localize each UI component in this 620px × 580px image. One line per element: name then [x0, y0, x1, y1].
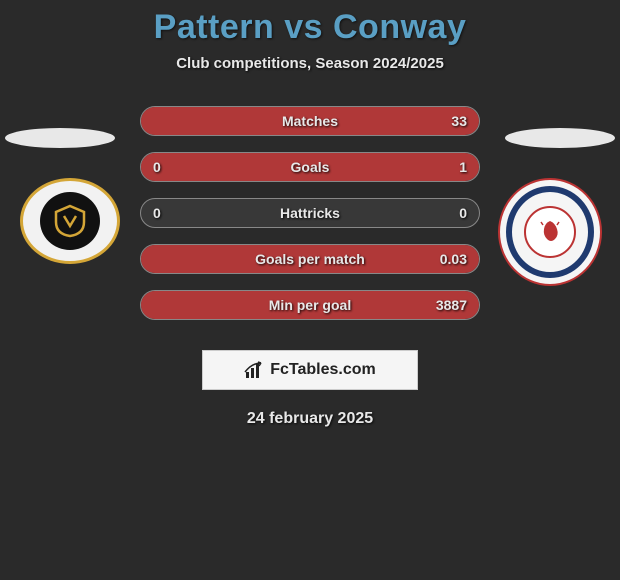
brand-attribution[interactable]: FcTables.com: [202, 350, 418, 390]
stat-row: 0Hattricks0: [140, 198, 480, 228]
date-label: 24 february 2025: [247, 410, 373, 428]
stat-value-right: 33: [451, 113, 467, 129]
club-badge-right: [498, 178, 602, 286]
stat-value-right: 0.03: [440, 251, 467, 267]
brand-label: FcTables.com: [270, 361, 376, 379]
stat-row: Min per goal3887: [140, 290, 480, 320]
stat-label: Hattricks: [141, 205, 479, 221]
player-marker-left: [5, 128, 115, 148]
stats-table: Matches330Goals10Hattricks0Goals per mat…: [140, 106, 480, 320]
club-badge-left: [20, 178, 120, 264]
stat-row: 0Goals1: [140, 152, 480, 182]
stat-value-right: 0: [459, 205, 467, 221]
bar-chart-icon: [244, 360, 266, 380]
stat-value-right: 3887: [436, 297, 467, 313]
stat-row: Matches33: [140, 106, 480, 136]
shield-icon: [50, 204, 90, 238]
player-marker-right: [505, 128, 615, 148]
subtitle: Club competitions, Season 2024/2025: [176, 55, 444, 72]
stat-label: Min per goal: [141, 297, 479, 313]
lion-crest-icon: [535, 217, 565, 247]
page-title: Pattern vs Conway: [154, 8, 467, 47]
stat-value-right: 1: [459, 159, 467, 175]
stat-label: Goals: [141, 159, 479, 175]
stat-label: Matches: [141, 113, 479, 129]
stat-label: Goals per match: [141, 251, 479, 267]
stat-row: Goals per match0.03: [140, 244, 480, 274]
